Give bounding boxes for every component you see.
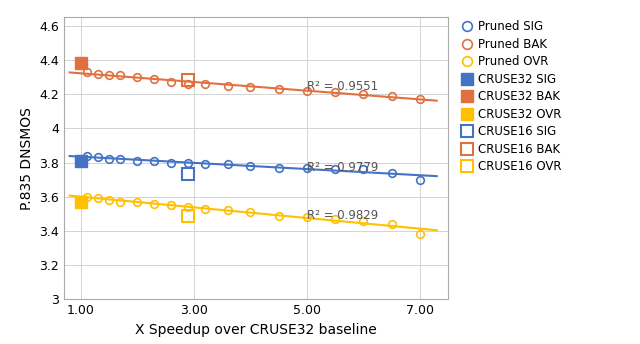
Text: R² = 0.9779: R² = 0.9779 — [307, 161, 378, 174]
Legend: Pruned SIG, Pruned BAK, Pruned OVR, CRUSE32 SIG, CRUSE32 BAK, CRUSE32 OVR, CRUSE: Pruned SIG, Pruned BAK, Pruned OVR, CRUS… — [461, 20, 562, 173]
X-axis label: X Speedup over CRUSE32 baseline: X Speedup over CRUSE32 baseline — [135, 323, 377, 337]
Y-axis label: P.835 DNSMOS: P.835 DNSMOS — [20, 107, 34, 210]
Text: R² = 0.9551: R² = 0.9551 — [307, 80, 378, 93]
Text: R² = 0.9829: R² = 0.9829 — [307, 209, 378, 222]
